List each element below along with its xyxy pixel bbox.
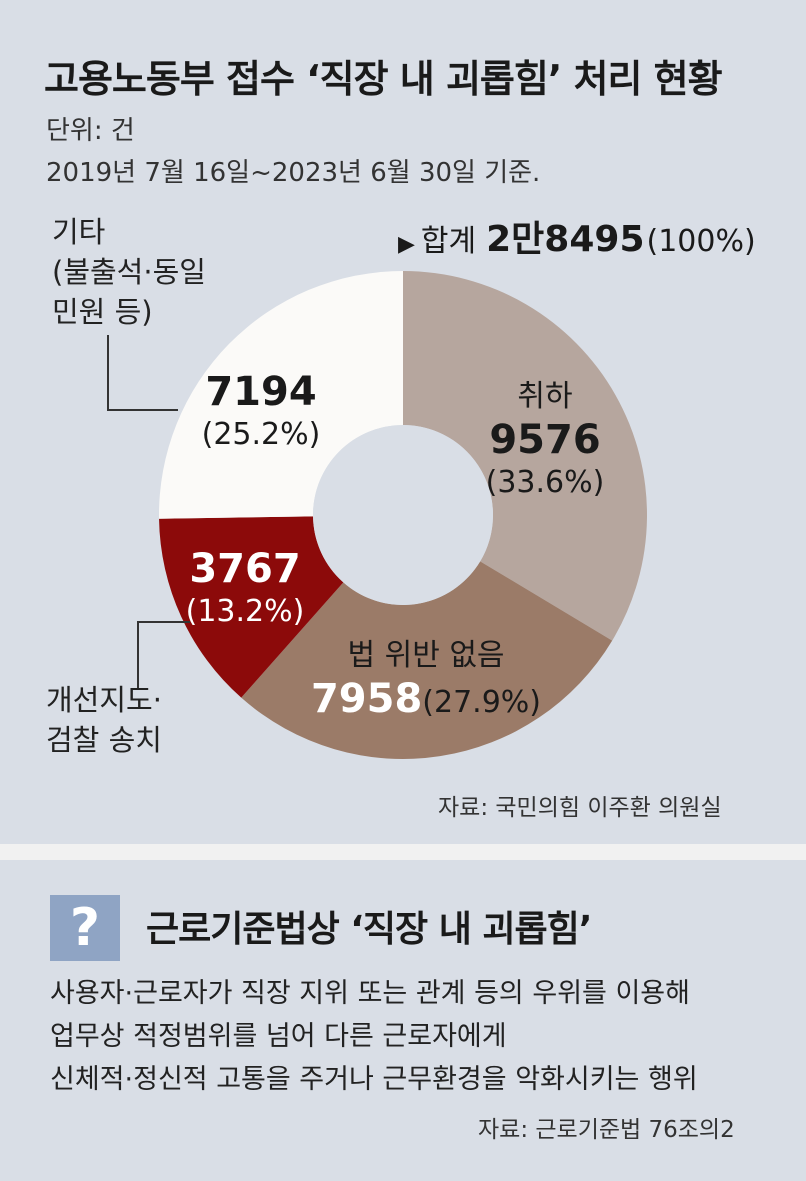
leader-line-guidance bbox=[137, 621, 190, 688]
category-label-other: 기타 (불출석·동일 민원 등) bbox=[52, 212, 206, 332]
donut-slice-3 bbox=[159, 271, 403, 519]
slice-value: 7958 bbox=[310, 676, 423, 722]
slice-percent: (33.6%) bbox=[485, 465, 605, 500]
slice-value: 3767 bbox=[189, 546, 301, 592]
chart-title: 고용노동부 접수 ‘직장 내 괴롭힘’ 처리 현황 bbox=[44, 57, 723, 101]
slice-percent: (25.2%) bbox=[201, 417, 321, 452]
category-line: 민원 등) bbox=[52, 295, 153, 329]
definition-panel bbox=[0, 860, 806, 1181]
definition-line: 신체적·정신적 고통을 주거나 근무환경을 악화시키는 행위 bbox=[50, 1064, 698, 1095]
slice-percent: (27.9%) bbox=[422, 685, 542, 720]
slice-label-other: 7194 (25.2%) bbox=[186, 368, 336, 454]
donut-slices bbox=[159, 271, 647, 760]
date-note: 2019년 7월 16일~2023년 6월 30일 기준. bbox=[46, 158, 541, 188]
slice-value-row: 7958(27.9%) bbox=[276, 675, 576, 723]
total-summary: ▶ 합계 2만8495(100%) bbox=[398, 210, 756, 262]
unit-label: 단위: 건 bbox=[46, 116, 135, 146]
category-line: 개선지도· bbox=[46, 683, 162, 717]
definition-line: 사용자·근로자가 직장 지위 또는 관계 등의 우위를 이용해 bbox=[50, 978, 690, 1009]
donut-hole bbox=[313, 425, 493, 605]
slice-label-withdraw: 취하 9576 (33.6%) bbox=[470, 378, 620, 502]
leader-line-other bbox=[107, 335, 178, 411]
question-icon: ? bbox=[50, 895, 120, 961]
chart-source: 자료: 국민의힘 이주환 의원실 bbox=[438, 795, 722, 821]
donut-slice-0 bbox=[403, 271, 647, 641]
category-line: 검찰 송치 bbox=[46, 723, 162, 757]
slice-value: 9576 bbox=[489, 417, 601, 463]
triangle-icon: ▶ bbox=[398, 232, 415, 257]
definition-line: 업무상 적정범위를 넘어 다른 근로자에게 bbox=[50, 1021, 507, 1052]
slice-label-guidance: 3767 (13.2%) bbox=[180, 545, 310, 631]
slice-label-no-violation: 법 위반 없음 7958(27.9%) bbox=[276, 637, 576, 723]
total-percent: (100%) bbox=[646, 224, 756, 259]
slice-name: 법 위반 없음 bbox=[347, 638, 505, 673]
slice-name: 취하 bbox=[517, 379, 573, 414]
slice-value: 7194 bbox=[205, 369, 317, 415]
definition-text: 사용자·근로자가 직장 지위 또는 관계 등의 우위를 이용해 업무상 적정범위… bbox=[50, 972, 698, 1101]
category-line: (불출석·동일 bbox=[52, 255, 206, 289]
total-label: 합계 bbox=[420, 224, 477, 259]
definition-title: 근로기준법상 ‘직장 내 괴롭힘’ bbox=[146, 909, 592, 950]
category-line: 기타 bbox=[52, 215, 106, 249]
divider bbox=[0, 844, 806, 860]
total-value: 2만8495 bbox=[486, 219, 645, 260]
donut-chart bbox=[107, 271, 647, 760]
slice-percent: (13.2%) bbox=[185, 594, 305, 629]
definition-source: 자료: 근로기준법 76조의2 bbox=[478, 1117, 735, 1143]
category-label-guidance: 개선지도· 검찰 송치 bbox=[46, 680, 162, 760]
donut-slice-2 bbox=[159, 516, 344, 698]
donut-slice-1 bbox=[241, 561, 613, 760]
